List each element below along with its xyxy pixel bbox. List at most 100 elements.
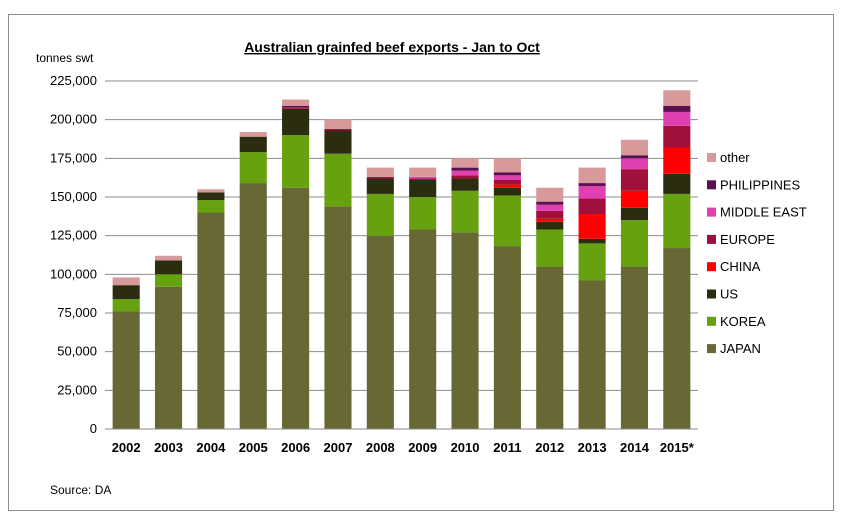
bar-segment-us-2009	[409, 179, 437, 197]
bar-segment-korea-2007	[324, 153, 352, 207]
y-tick-label: 200,000	[50, 112, 97, 127]
x-tick-label: 2005	[239, 440, 268, 455]
bar-segment-us-2015	[663, 173, 691, 194]
bar-segment-korea-2005	[239, 152, 267, 184]
bar-segment-europe-2010	[451, 175, 479, 179]
legend: other PHILIPPINES MIDDLE EAST EUROPE CHINA US…	[707, 150, 807, 356]
bar-segment-japan-2009	[409, 229, 437, 429]
bar-segment-us-2013	[578, 238, 606, 244]
bar-segment-japan-2013	[578, 280, 606, 429]
bar-segment-europe-2013	[578, 198, 606, 215]
bar-segment-other-2003	[154, 255, 183, 261]
y-tick-label: 50,000	[57, 344, 97, 359]
y-axis-unit-label: tonnes swt	[36, 51, 94, 65]
x-tick-label: 2011	[493, 440, 521, 455]
bar-segment-korea-2008	[366, 193, 394, 236]
bar-segment-china-2014	[620, 190, 649, 208]
bar-segment-korea-2004	[197, 200, 225, 213]
bar-segment-middle-east-2010	[451, 170, 479, 176]
bar-segment-japan-2012	[536, 266, 564, 429]
bar-segment-japan-2014	[620, 266, 649, 429]
bar-segment-other-2010	[451, 158, 479, 168]
x-tick-label: 2013	[578, 440, 607, 455]
x-tick-label: 2006	[281, 440, 310, 455]
bar-segment-philippines-2006	[282, 105, 310, 108]
bar-segment-europe-2006	[282, 107, 310, 109]
x-tick-label: 2007	[324, 440, 353, 455]
x-tick-label: 2009	[408, 440, 437, 455]
bar-segment-korea-2013	[578, 243, 606, 281]
bar-segment-korea-2012	[536, 229, 564, 267]
bar-segment-japan-2007	[324, 206, 352, 429]
bar-segment-us-2003	[154, 260, 183, 275]
bar-segment-philippines-2010	[451, 167, 479, 171]
bar-segment-middle-east-2012	[536, 204, 564, 211]
legend-swatch	[707, 234, 716, 244]
bar-segment-other-2015	[663, 90, 691, 106]
bar-segment-philippines-2013	[578, 183, 606, 187]
legend-swatch	[707, 207, 716, 217]
legend-swatch	[707, 262, 716, 272]
legend-label: KOREA	[720, 314, 766, 329]
legend-label: CHINA	[720, 259, 761, 274]
bar-segment-other-2006	[282, 99, 310, 106]
legend-label: PHILIPPINES	[720, 177, 801, 192]
bar-segment-korea-2010	[451, 190, 479, 233]
bar-segment-middle-east-2014	[620, 158, 649, 170]
y-tick-label: 0	[90, 421, 97, 436]
bar-segment-europe-2008	[366, 176, 394, 179]
bar-segment-other-2005	[239, 132, 267, 137]
bar-segment-japan-2015	[663, 248, 691, 429]
bar-segment-europe-2009	[409, 178, 437, 180]
bar-segment-china-2015	[663, 147, 691, 174]
bar-segment-china-2011	[493, 184, 521, 188]
bar-segment-other-2011	[493, 158, 521, 173]
gridlines	[105, 80, 698, 391]
chart-title: Australian grainfed beef exports - Jan t…	[244, 39, 540, 55]
x-tick-label: 2010	[451, 440, 480, 455]
bar-segment-europe-2011	[493, 179, 521, 185]
legend-swatch	[707, 344, 716, 354]
y-tick-label: 125,000	[50, 228, 97, 243]
y-tick-label: 75,000	[57, 305, 97, 320]
legend-label: MIDDLE EAST	[720, 205, 807, 220]
bar-segment-us-2014	[620, 207, 649, 221]
y-tick-label: 25,000	[57, 382, 97, 397]
bar-segment-korea-2015	[663, 193, 691, 249]
bar-segment-korea-2009	[409, 197, 437, 230]
bar-segment-us-2012	[536, 221, 564, 230]
bar-segment-us-2007	[324, 130, 352, 154]
bar-segment-us-2004	[197, 192, 225, 201]
x-tick-label: 2008	[366, 440, 395, 455]
bar-segment-europe-2012	[536, 210, 564, 219]
bar-segment-us-2005	[239, 136, 267, 153]
bar-segment-us-2006	[282, 108, 310, 136]
bars	[112, 90, 691, 429]
bar-segment-japan-2002	[112, 311, 140, 429]
bar-segment-us-2011	[493, 187, 521, 196]
x-axis-ticks: 2002 2003 2004 2005 2006 2007 2008 2009 2010 2011…	[112, 440, 695, 455]
bar-segment-japan-2003	[154, 286, 183, 429]
bar-segment-korea-2014	[620, 220, 649, 267]
bar-segment-europe-2015	[663, 125, 691, 148]
bar-segment-other-2012	[536, 187, 564, 202]
bar-segment-japan-2005	[239, 183, 267, 429]
bar-segment-other-2014	[620, 139, 649, 156]
x-tick-label: 2012	[535, 440, 564, 455]
legend-swatch	[707, 316, 716, 326]
bar-segment-us-2010	[451, 178, 479, 191]
bar-segment-korea-2003	[154, 274, 183, 287]
bar-segment-middle-east-2013	[578, 186, 606, 199]
bar-segment-us-2002	[112, 285, 140, 300]
bar-segment-other-2008	[366, 167, 394, 177]
legend-label: other	[720, 150, 750, 165]
bar-segment-middle-east-2015	[663, 111, 691, 126]
bar-segment-other-2007	[324, 119, 352, 129]
bar-segment-other-2002	[112, 277, 140, 286]
bar-segment-middle-east-2009	[409, 176, 437, 179]
legend-swatch	[707, 180, 716, 190]
bar-segment-korea-2006	[282, 135, 310, 188]
legend-swatch	[707, 153, 716, 162]
bar-segment-us-2008	[366, 178, 394, 194]
